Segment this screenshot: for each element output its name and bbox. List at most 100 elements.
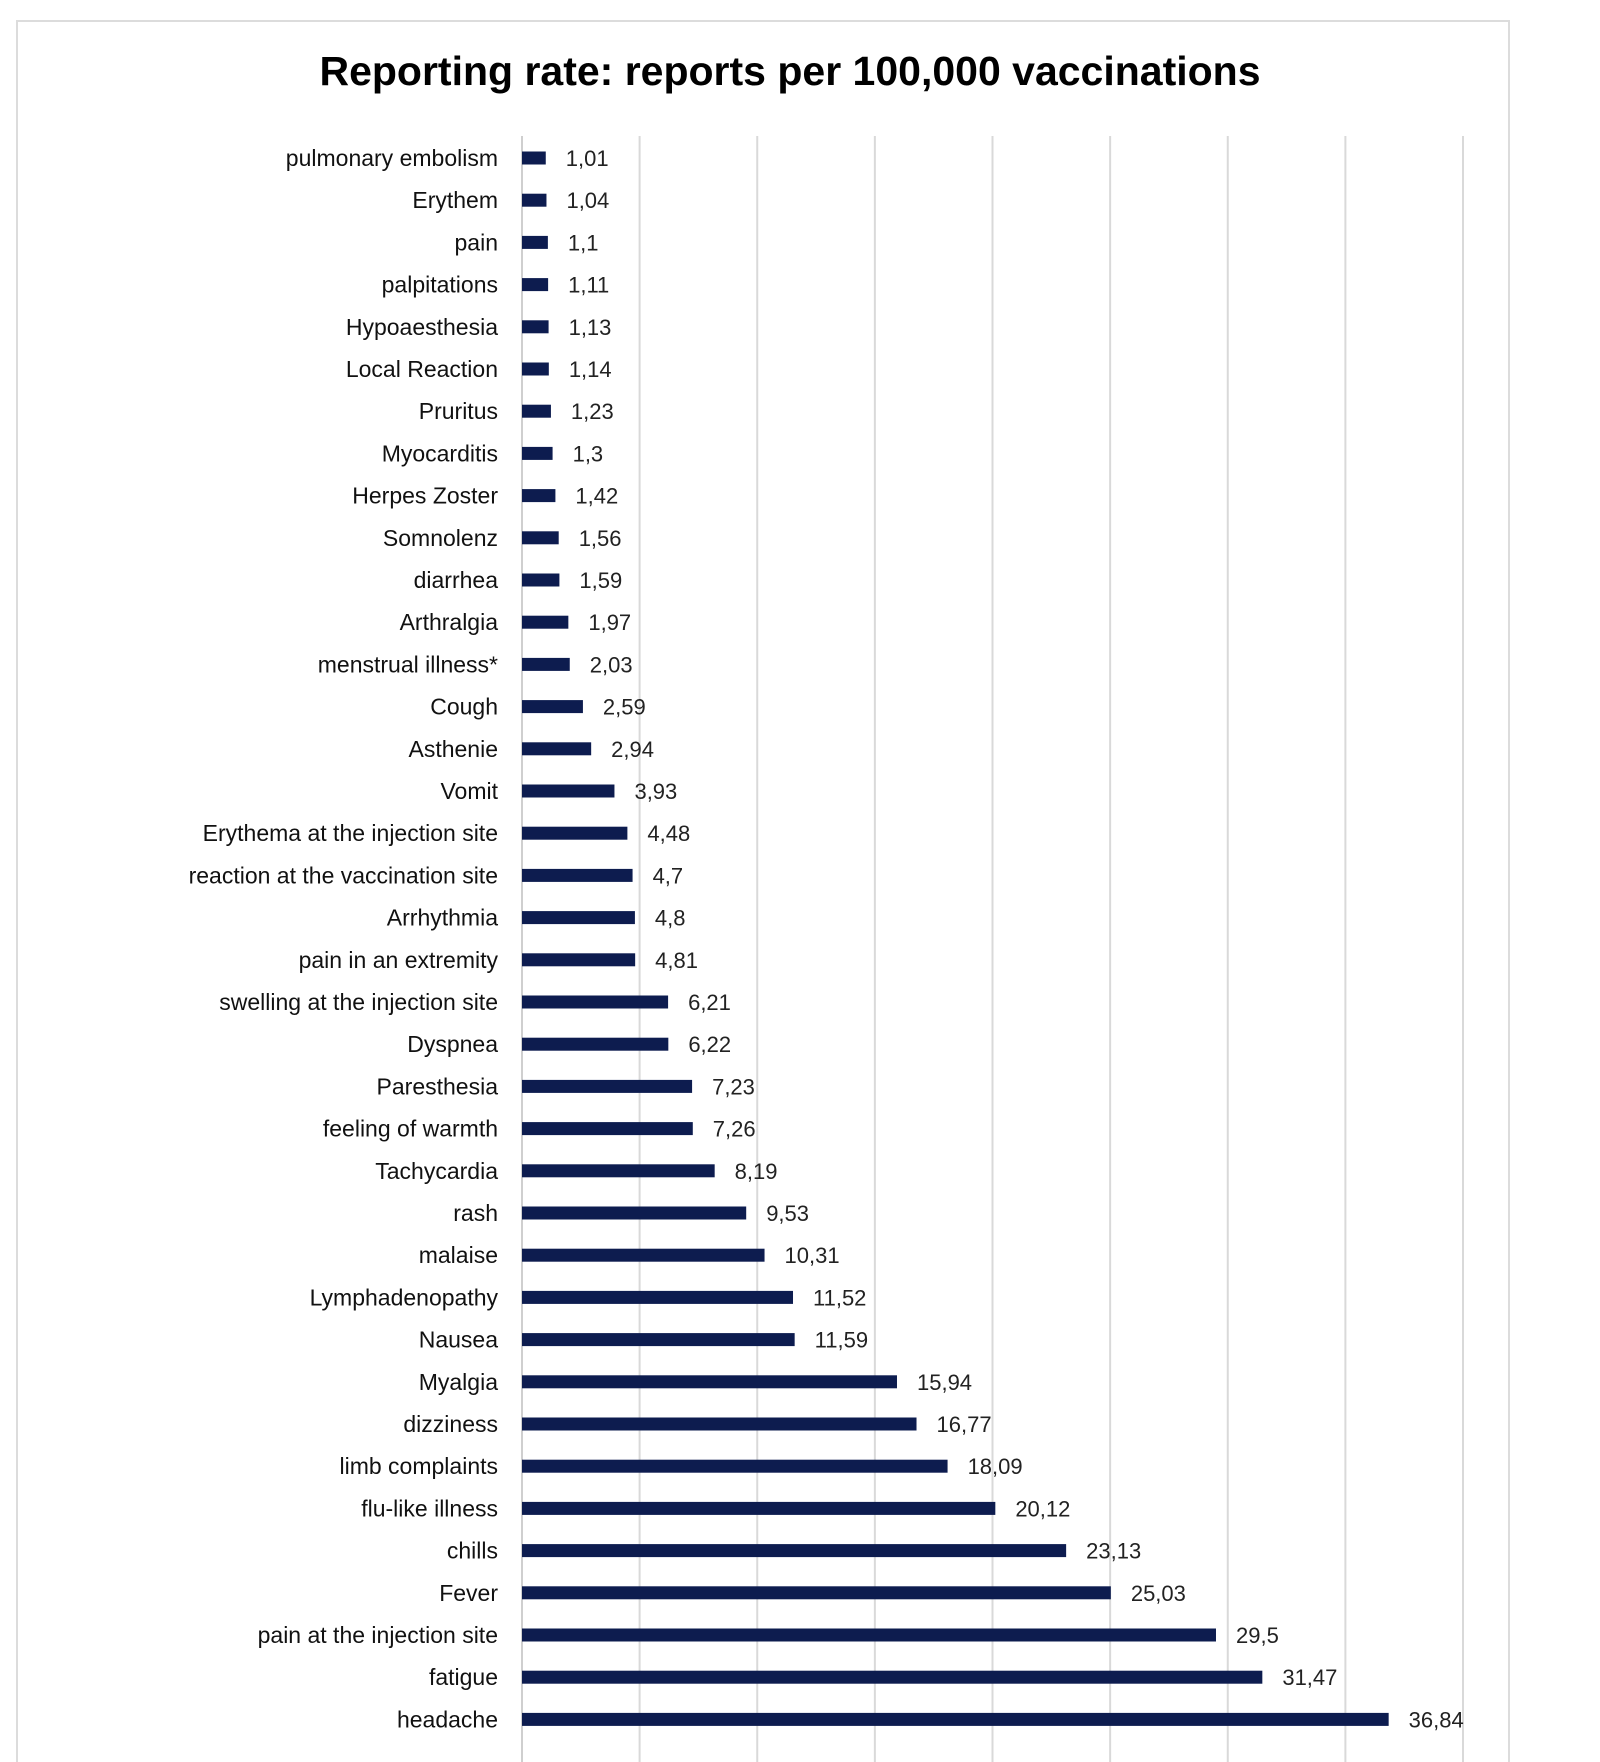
data-label: 1,04 [566,188,609,213]
bar [522,995,669,1009]
data-label: 1,59 [579,568,622,593]
data-label: 1,42 [575,484,618,509]
bar [522,784,615,798]
bar [522,1417,917,1431]
category-label: limb complaints [340,1453,499,1479]
data-label: 2,94 [611,737,654,762]
data-label: 16,77 [937,1412,992,1437]
bar [522,362,549,376]
data-label: 25,03 [1131,1581,1186,1606]
data-label: 1,56 [579,526,622,551]
data-label: 7,23 [712,1074,755,1099]
bar [522,1164,715,1178]
category-label: malaise [419,1242,498,1268]
category-label: chills [447,1538,498,1564]
category-labels: pulmonary embolism Erythem pain palpitation… [189,145,499,1732]
data-label: 20,12 [1015,1496,1070,1521]
category-label: Myalgia [419,1369,498,1395]
data-label: 1,23 [571,399,614,424]
data-label: 1,01 [566,146,609,171]
bar [522,404,551,418]
category-label: Arthralgia [400,609,499,635]
bar [522,320,549,334]
bar [522,1079,693,1093]
data-label: 1,97 [588,610,631,635]
data-label: 10,31 [785,1243,840,1268]
bar [522,573,560,587]
data-label: 2,59 [603,695,646,720]
data-label: 8,19 [735,1159,778,1184]
data-label: 4,81 [655,948,698,973]
category-label: Herpes Zoster [352,483,498,509]
bar [522,700,583,714]
data-label: 9,53 [766,1201,809,1226]
data-label: 15,94 [917,1370,972,1395]
data-label: 23,13 [1086,1539,1141,1564]
data-label: 29,5 [1236,1623,1279,1648]
category-label: Asthenie [408,736,498,762]
data-label: 31,47 [1282,1665,1337,1690]
bar [522,1459,948,1473]
data-label: 1,14 [569,357,612,382]
bar [522,278,549,292]
category-label: Myocarditis [382,440,498,466]
bar [522,868,633,882]
data-label: 11,59 [815,1328,868,1353]
category-label: Paresthesia [377,1073,499,1099]
category-label: headache [397,1706,498,1732]
category-label: Cough [430,694,498,720]
bar [522,1670,1263,1684]
category-label: Hypoaesthesia [346,314,498,340]
data-label: 1,1 [568,230,599,255]
category-label: swelling at the injection site [219,989,498,1015]
bar [522,1544,1067,1558]
data-label: 3,93 [634,779,677,804]
bar [522,531,559,545]
category-label: fatigue [429,1664,498,1690]
bar [522,1712,1389,1726]
value-labels: 1,01 1,04 1,1 1,11 1,13 1,14 1,23 1,3 1,42 1,56 1,… [566,146,1464,1732]
bar [522,1375,897,1389]
category-label: Tachycardia [375,1158,498,1184]
category-label: rash [453,1200,498,1226]
bar [522,1037,669,1051]
data-label: 2,03 [590,652,633,677]
category-label: Nausea [419,1327,498,1353]
category-label: Erythem [412,187,498,213]
bar [522,193,547,207]
bar [522,1501,996,1515]
category-label: feeling of warmth [323,1116,498,1142]
category-label: dizziness [403,1411,498,1437]
data-label: 1,13 [569,315,612,340]
bar [522,1206,747,1220]
category-label: Local Reaction [346,356,498,382]
bar [522,1290,794,1304]
bar [522,151,546,165]
category-label: Arrhythmia [387,905,498,931]
category-label: Lymphadenopathy [310,1284,499,1310]
data-label: 7,26 [713,1117,756,1142]
category-label: flu-like illness [361,1495,498,1521]
data-label: 1,11 [568,273,609,298]
category-label: Fever [439,1580,498,1606]
data-label: 4,7 [653,863,684,888]
category-label: Vomit [440,778,498,804]
category-label: diarrhea [414,567,499,593]
bar [522,953,636,967]
bar [522,1628,1216,1642]
data-label: 6,22 [688,1032,731,1057]
category-label: Erythema at the injection site [203,820,498,846]
data-label: 4,8 [655,906,686,931]
bar [522,742,592,756]
category-label: Dyspnea [407,1031,498,1057]
gridlines [521,136,1464,1762]
bar [522,615,569,629]
data-label: 1,3 [573,441,604,466]
category-label: palpitations [382,272,498,298]
bar [522,826,628,840]
category-label: pain in an extremity [299,947,499,973]
bar [522,1122,693,1136]
category-label: reaction at the vaccination site [189,862,498,888]
bar [522,657,570,671]
